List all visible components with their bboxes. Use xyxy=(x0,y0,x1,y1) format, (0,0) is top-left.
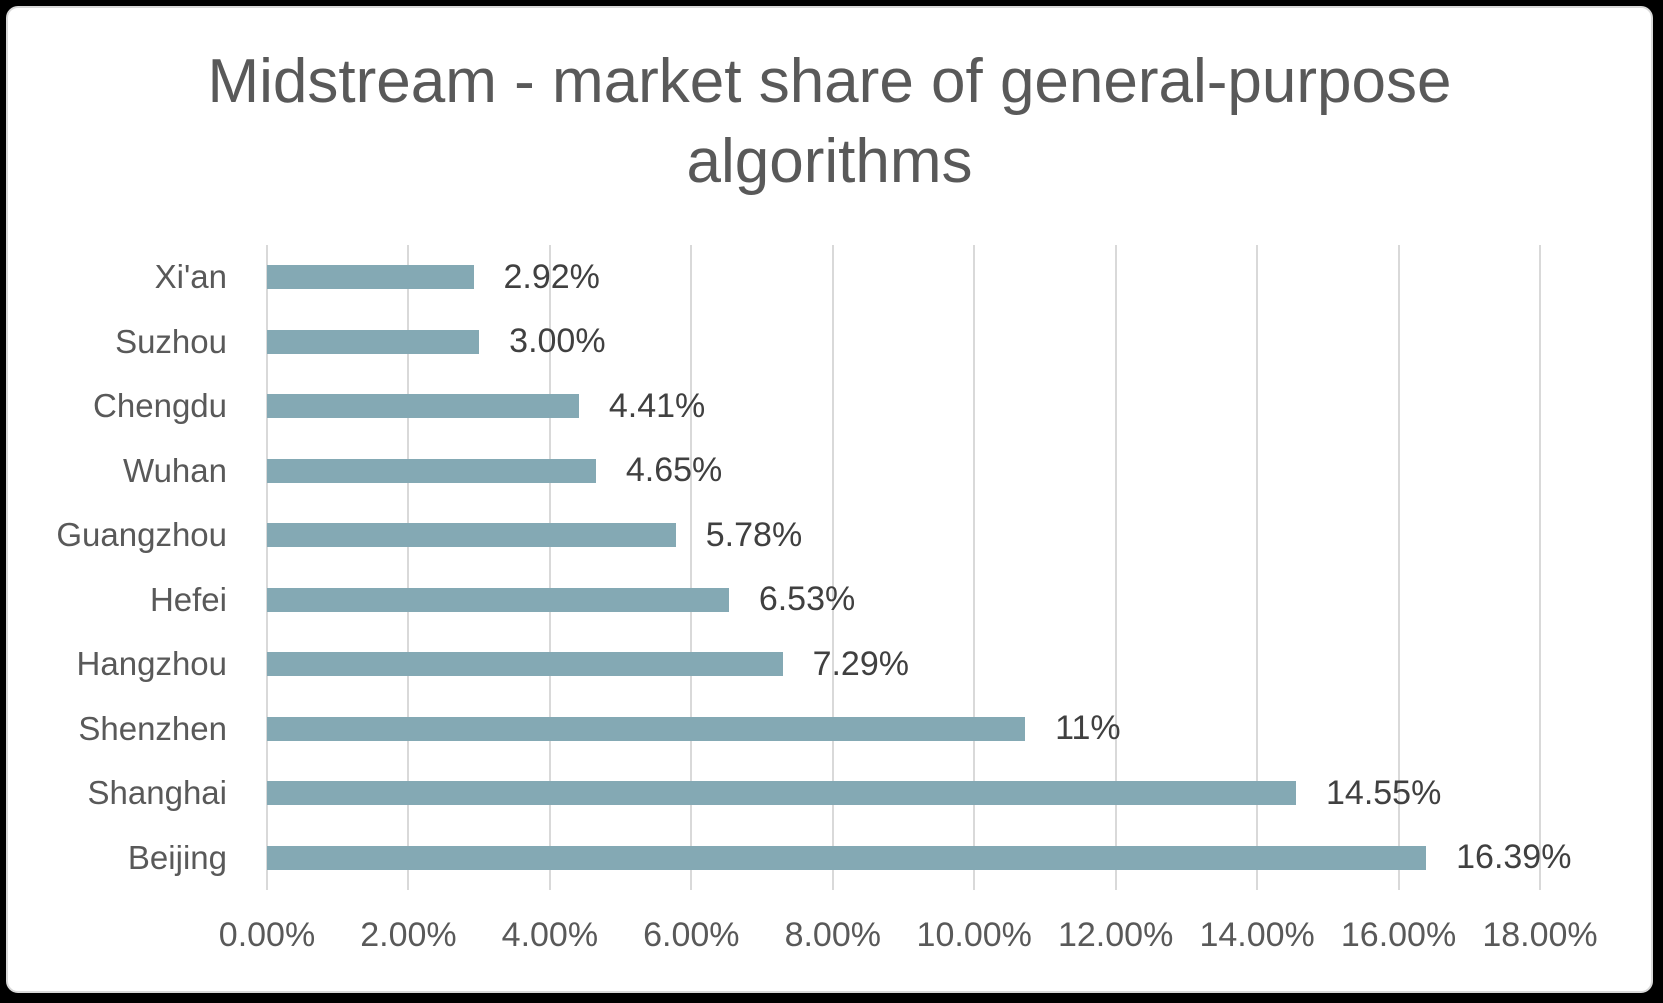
x-axis-tick-labels: 0.00% 2.00% 4.00% 6.00% 8.00% 10.00% 12.00% 14.… xyxy=(219,916,1598,960)
bar-row: Suzhou 3.00% xyxy=(115,310,1540,375)
x-axis-tick: 10.00% xyxy=(916,916,1032,954)
bar-row: Hefei 6.53% xyxy=(150,568,1540,633)
bar-row: Chengdu 4.41% xyxy=(93,374,1540,439)
category-label: Beijing xyxy=(127,838,227,876)
data-label: 16.39% xyxy=(1456,838,1572,877)
category-label: Chengdu xyxy=(93,387,227,425)
category-label: Hangzhou xyxy=(76,645,227,683)
category-label: Hefei xyxy=(149,580,227,618)
bar xyxy=(267,845,1427,870)
bar-rows: Xi'an 2.92% Suzhou 3.00% Chengdu 4.41% Wuhan 4.… xyxy=(56,245,1572,891)
data-label: 3.00% xyxy=(509,322,606,361)
chart-title-line1: Midstream - market share of general-purp… xyxy=(207,47,1452,116)
category-label: Xi'an xyxy=(154,258,227,296)
bar xyxy=(267,265,474,290)
gridline xyxy=(1114,245,1117,890)
data-label: 11% xyxy=(1055,709,1121,748)
data-label: 7.29% xyxy=(812,644,909,683)
data-label: 4.41% xyxy=(608,386,706,425)
x-axis-tick: 8.00% xyxy=(784,916,881,954)
bar-row: Guangzhou 5.78% xyxy=(56,503,1540,568)
x-axis-tick: 4.00% xyxy=(501,916,599,954)
data-label: 4.65% xyxy=(625,451,723,490)
plot-area: Xi'an 2.92% Suzhou 3.00% Chengdu 4.41% Wuhan 4.… xyxy=(56,245,1598,954)
bar-row: Wuhan 4.65% xyxy=(123,439,1540,504)
chart-title-line2: algorithms xyxy=(686,127,973,196)
bar xyxy=(267,781,1296,806)
bar xyxy=(267,587,729,612)
category-label: Shenzhen xyxy=(78,709,227,747)
gridline xyxy=(1539,245,1541,890)
bar xyxy=(267,523,676,548)
x-axis-tick: 6.00% xyxy=(643,916,740,954)
gridline xyxy=(266,245,268,890)
x-axis-tick: 14.00% xyxy=(1199,916,1315,954)
gridline xyxy=(1397,245,1400,890)
bar-row: Hangzhou 7.29% xyxy=(77,632,1540,697)
bar xyxy=(267,329,480,354)
gridline xyxy=(407,245,410,890)
gridline xyxy=(1256,245,1259,890)
x-axis-tick: 0.00% xyxy=(218,916,316,954)
data-label: 2.92% xyxy=(503,257,600,296)
x-axis-tick: 16.00% xyxy=(1340,916,1457,954)
bar-row: Xi'an 2.92% xyxy=(155,245,1540,310)
chart-title: Midstream - market share of general-purp… xyxy=(8,42,1651,202)
bar xyxy=(267,394,579,419)
x-axis-tick: 18.00% xyxy=(1482,916,1598,954)
category-label: Suzhou xyxy=(115,322,227,360)
chart-card: Midstream - market share of general-purp… xyxy=(6,6,1653,993)
data-label: 14.55% xyxy=(1326,773,1442,812)
gridline xyxy=(548,245,551,890)
x-axis-tick: 2.00% xyxy=(360,916,457,954)
bar-row: Beijing 16.39% xyxy=(128,826,1572,891)
bar xyxy=(267,652,783,677)
gridline xyxy=(973,245,976,890)
data-label: 5.78% xyxy=(705,515,803,554)
bar-row: Shanghai 14.55% xyxy=(88,761,1540,826)
category-label: Wuhan xyxy=(123,451,227,489)
category-label: Guangzhou xyxy=(56,516,227,554)
bar xyxy=(267,458,596,483)
gridline xyxy=(831,245,834,890)
category-label: Shanghai xyxy=(87,774,227,812)
x-axis-tick: 12.00% xyxy=(1057,916,1174,954)
gridline xyxy=(690,245,693,890)
bar xyxy=(267,716,1026,741)
data-label: 6.53% xyxy=(758,580,856,619)
bar-row: Shenzhen 11% xyxy=(78,697,1540,762)
